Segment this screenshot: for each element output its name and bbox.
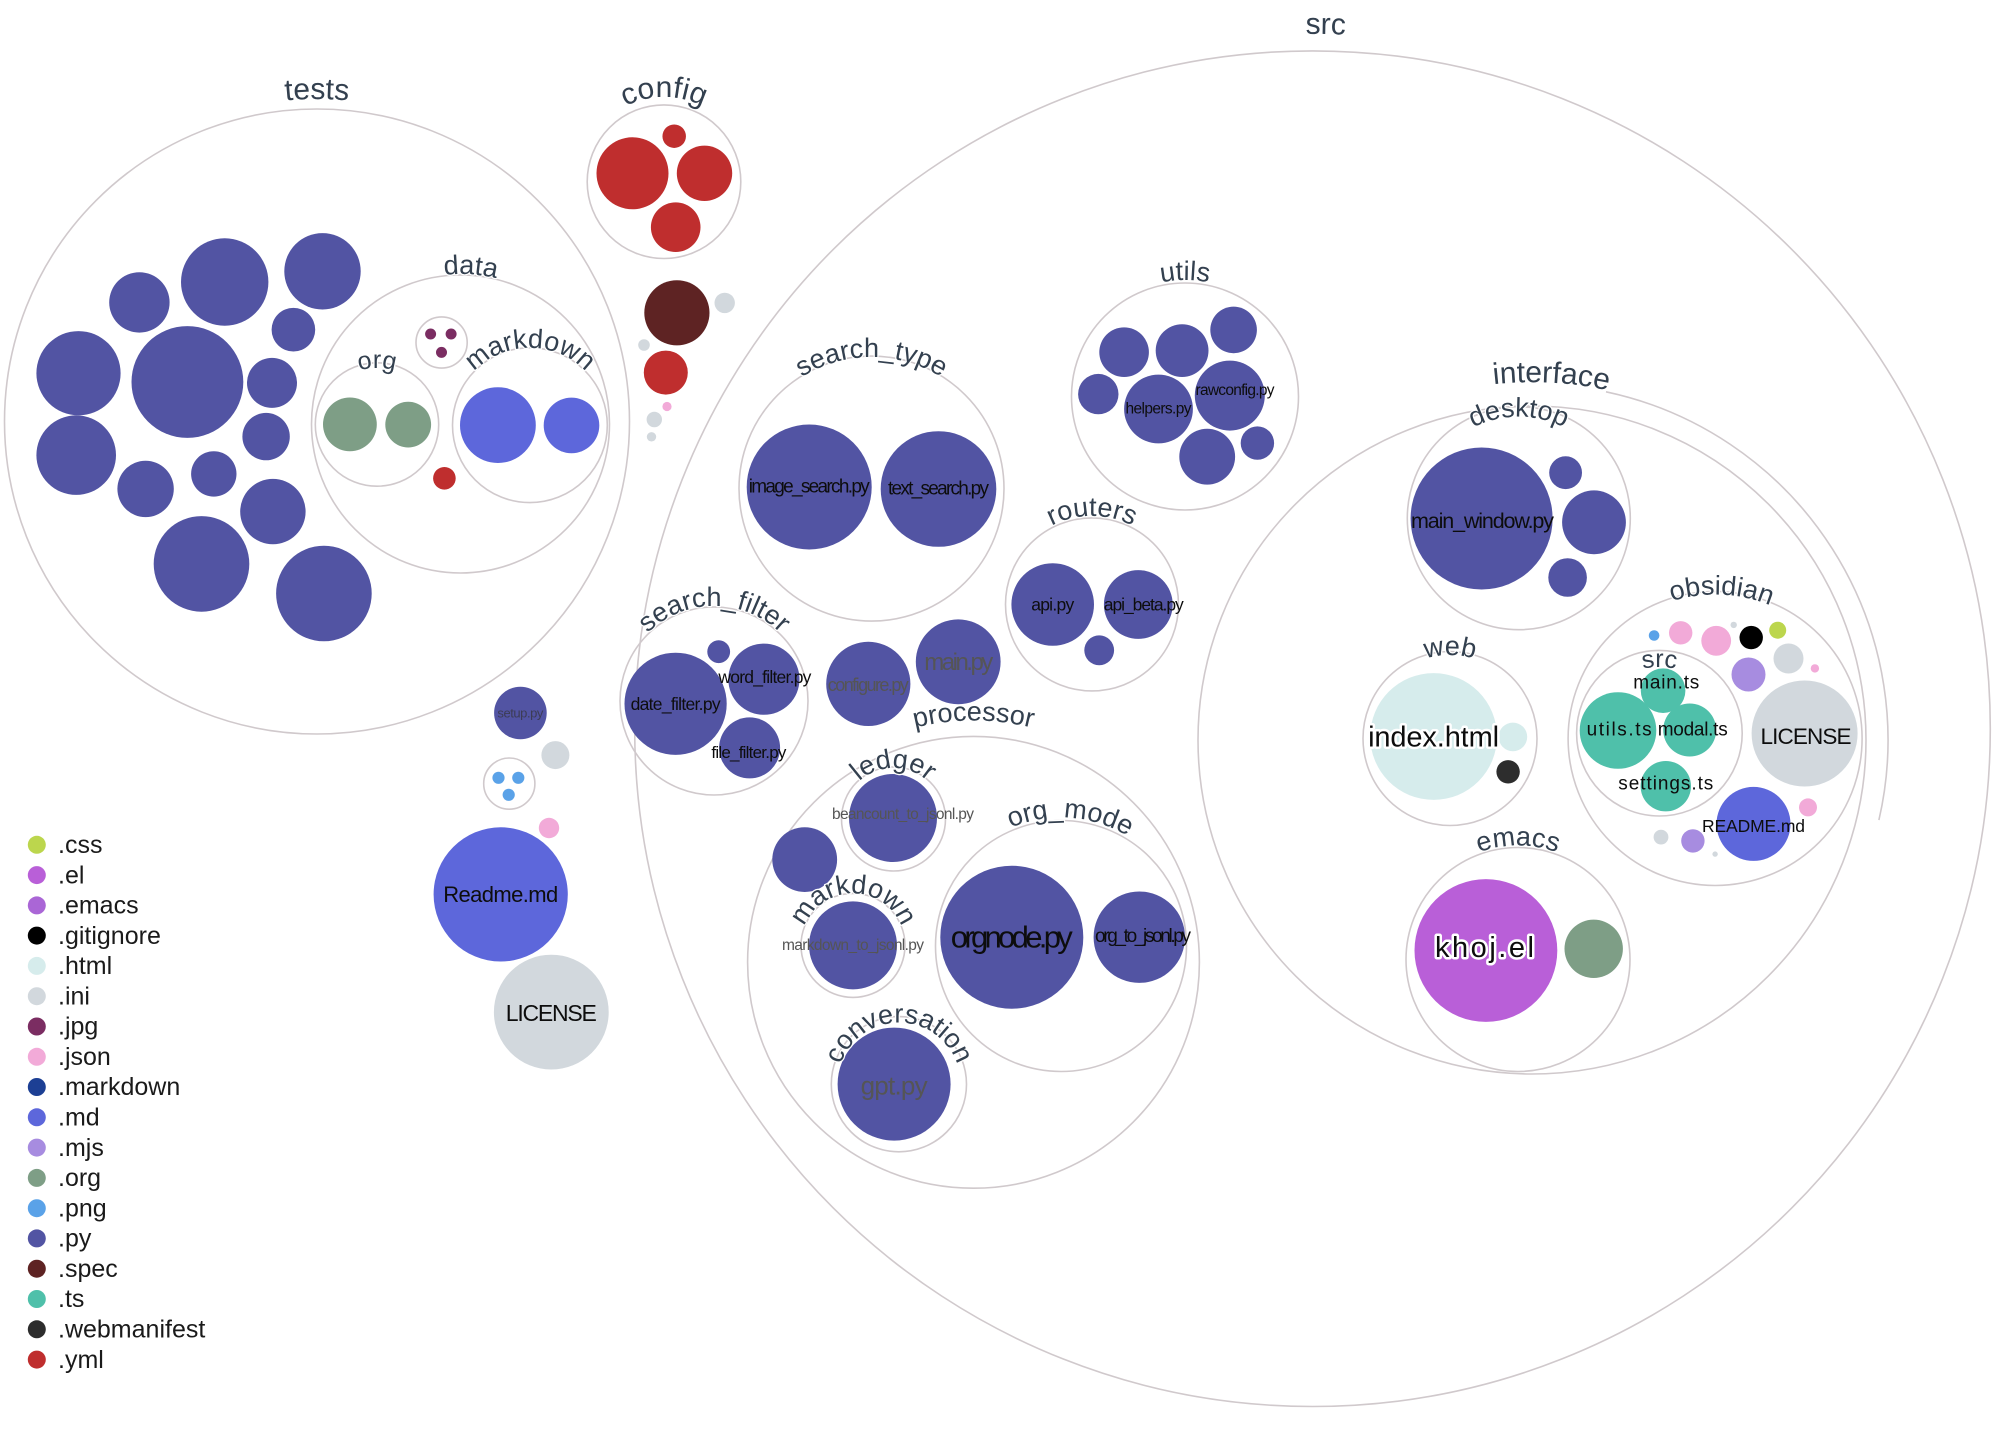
svg-text:.ts: .ts bbox=[58, 1285, 84, 1313]
svg-text:.css: .css bbox=[58, 831, 102, 859]
svg-text:data: data bbox=[443, 250, 502, 284]
svg-text:web: web bbox=[1420, 631, 1479, 664]
svg-text:.py: .py bbox=[58, 1225, 92, 1253]
svg-text:.ini: .ini bbox=[58, 982, 90, 1010]
svg-text:README.md: README.md bbox=[1702, 816, 1805, 836]
svg-text:.jpg: .jpg bbox=[58, 1013, 98, 1041]
svg-text:LICENSE: LICENSE bbox=[1761, 724, 1852, 749]
svg-text:.html: .html bbox=[58, 952, 112, 980]
svg-text:configure.py: configure.py bbox=[828, 675, 909, 695]
svg-text:helpers.py: helpers.py bbox=[1126, 401, 1192, 418]
svg-text:.png: .png bbox=[58, 1194, 107, 1222]
svg-text:file_filter.py: file_filter.py bbox=[711, 743, 787, 762]
svg-text:.spec: .spec bbox=[58, 1255, 118, 1283]
svg-text:api_beta.py: api_beta.py bbox=[1104, 595, 1184, 616]
svg-text:setup.py: setup.py bbox=[497, 706, 544, 721]
svg-text:image_search.py: image_search.py bbox=[749, 477, 871, 498]
svg-text:main_window.py: main_window.py bbox=[1411, 509, 1554, 533]
svg-text:gpt.py: gpt.py bbox=[861, 1071, 928, 1101]
svg-text:tests: tests bbox=[283, 73, 350, 108]
svg-text:org_to_jsonl.py: org_to_jsonl.py bbox=[1095, 926, 1192, 947]
svg-text:.emacs: .emacs bbox=[58, 892, 139, 920]
svg-text:.json: .json bbox=[58, 1043, 111, 1071]
svg-text:main.py: main.py bbox=[924, 649, 993, 676]
svg-text:org: org bbox=[355, 346, 399, 376]
svg-text:modal.ts: modal.ts bbox=[1658, 720, 1728, 741]
svg-text:utils: utils bbox=[1158, 256, 1213, 288]
svg-text:utils.ts: utils.ts bbox=[1587, 720, 1652, 741]
svg-text:.el: .el bbox=[58, 861, 84, 889]
svg-text:api.py: api.py bbox=[1031, 595, 1074, 615]
svg-text:markdown_to_jsonl.py: markdown_to_jsonl.py bbox=[782, 937, 924, 954]
svg-text:date_filter.py: date_filter.py bbox=[631, 694, 721, 715]
svg-text:.md: .md bbox=[58, 1104, 100, 1132]
svg-text:settings.ts: settings.ts bbox=[1618, 774, 1713, 795]
svg-text:text_search.py: text_search.py bbox=[888, 479, 990, 500]
svg-text:index.html: index.html bbox=[1368, 722, 1499, 754]
svg-text:.yml: .yml bbox=[58, 1346, 104, 1374]
svg-text:LICENSE: LICENSE bbox=[506, 1000, 597, 1026]
svg-text:beancount_to_jsonl.py: beancount_to_jsonl.py bbox=[832, 806, 974, 823]
svg-text:orgnode.py: orgnode.py bbox=[951, 920, 1074, 955]
svg-text:word_filter.py: word_filter.py bbox=[717, 667, 811, 688]
svg-text:src: src bbox=[1639, 645, 1679, 675]
svg-text:.markdown: .markdown bbox=[58, 1073, 180, 1101]
svg-text:.org: .org bbox=[58, 1164, 101, 1192]
svg-text:src: src bbox=[1306, 8, 1347, 42]
svg-text:Readme.md: Readme.md bbox=[443, 882, 558, 907]
svg-text:rawconfig.py: rawconfig.py bbox=[1196, 382, 1275, 399]
svg-text:main.ts: main.ts bbox=[1633, 673, 1699, 694]
svg-text:.mjs: .mjs bbox=[58, 1134, 104, 1162]
svg-text:.webmanifest: .webmanifest bbox=[58, 1316, 205, 1344]
svg-text:.gitignore: .gitignore bbox=[58, 922, 161, 950]
